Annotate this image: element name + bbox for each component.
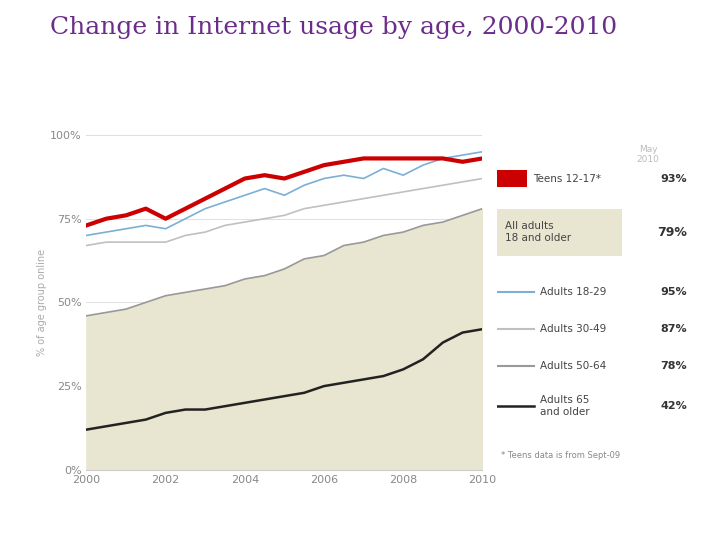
Text: 42%: 42% — [660, 401, 687, 411]
Bar — [497, 170, 527, 187]
Text: Celebration of Service: Celebration of Service — [22, 510, 194, 524]
Text: May
2010: May 2010 — [636, 145, 660, 164]
Text: Change in Internet usage by age, 2000-2010: Change in Internet usage by age, 2000-20… — [50, 16, 618, 39]
Text: Teens 12-17*: Teens 12-17* — [534, 173, 601, 184]
Text: Adults 30-49: Adults 30-49 — [540, 324, 606, 334]
Text: Adults 65
and older: Adults 65 and older — [540, 395, 590, 417]
Text: Empowering young people to be safe on the Internet: Empowering young people to be safe on th… — [423, 512, 698, 522]
Text: Adults 50-64: Adults 50-64 — [540, 361, 606, 371]
Text: 79%: 79% — [657, 226, 687, 239]
Text: All adults
18 and older: All adults 18 and older — [505, 221, 572, 244]
Text: * Teens data is from Sept-09: * Teens data is from Sept-09 — [501, 451, 620, 460]
Text: Adults 18-29: Adults 18-29 — [540, 287, 606, 298]
Text: 93%: 93% — [660, 173, 687, 184]
Text: 87%: 87% — [660, 324, 687, 334]
Y-axis label: % of age group online: % of age group online — [37, 249, 47, 356]
Text: 78%: 78% — [660, 361, 687, 371]
FancyBboxPatch shape — [497, 208, 622, 255]
Text: 95%: 95% — [660, 287, 687, 298]
